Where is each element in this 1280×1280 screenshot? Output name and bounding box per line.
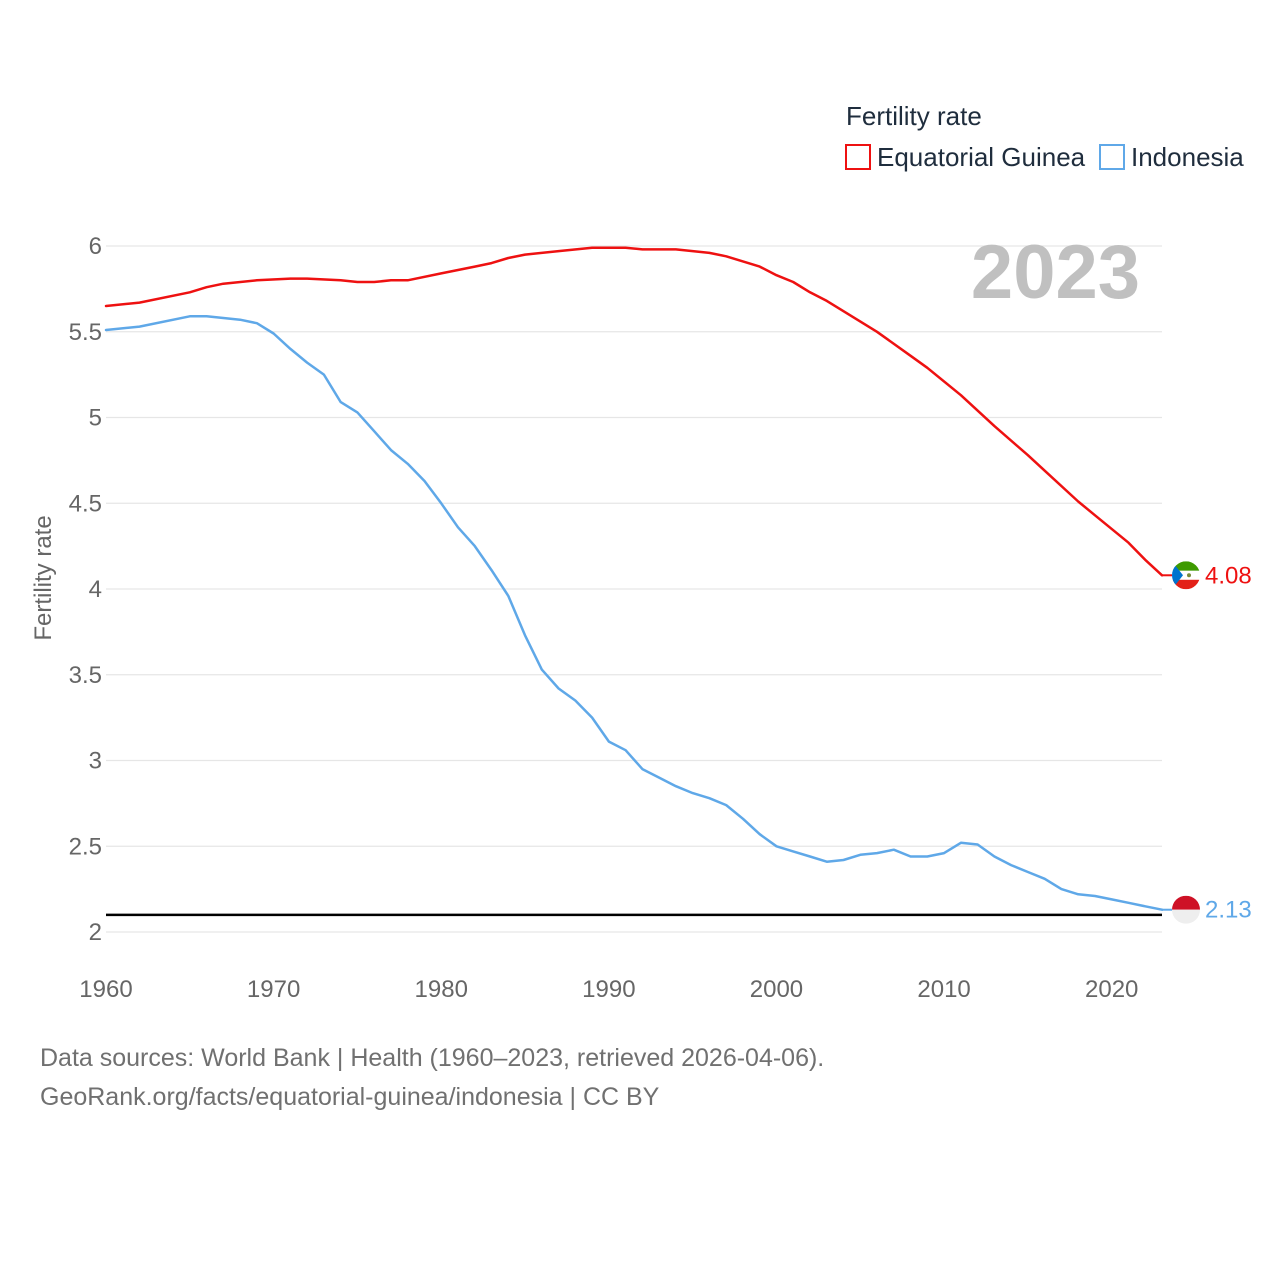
end-value-equatorial-guinea: 4.08 (1205, 562, 1252, 589)
y-tick-label: 2 (89, 919, 102, 946)
x-tick-label: 2020 (1085, 976, 1138, 1003)
y-tick-label: 2.5 (69, 833, 102, 860)
series-line-equatorial-guinea[interactable] (104, 246, 1164, 577)
x-axis-ticks: 1960 1970 1980 1990 2000 2010 2020 (79, 976, 1138, 1003)
legend-label-indonesia: Indonesia (1131, 142, 1244, 172)
y-tick-label: 5 (89, 405, 102, 432)
legend-item-indonesia[interactable]: Indonesia (1099, 142, 1244, 172)
legend: Fertility rate Equatorial Guinea Indones… (845, 101, 1244, 172)
x-tick-label: 1990 (582, 976, 635, 1003)
year-label: 2023 (971, 230, 1140, 315)
line-chart: Fertility rate Equatorial Guinea Indones… (30, 101, 1252, 1003)
y-tick-label: 4.5 (69, 490, 102, 517)
y-tick-label: 4 (89, 576, 102, 603)
legend-swatch-indonesia (1099, 144, 1125, 170)
y-tick-label: 3.5 (69, 662, 102, 689)
legend-label-equatorial-guinea: Equatorial Guinea (877, 142, 1086, 172)
y-tick-label: 6 (89, 233, 102, 260)
series-layer (104, 246, 1172, 911)
legend-swatch-equatorial-guinea (845, 144, 871, 170)
end-value-indonesia: 2.13 (1205, 897, 1252, 924)
y-axis-ticks: 2 2.5 3 3.5 4 4.5 5 5.5 6 (69, 233, 102, 946)
equatorial-guinea-flag-icon (1172, 561, 1200, 590)
y-tick-label: 5.5 (69, 319, 102, 346)
x-tick-label: 1980 (415, 976, 468, 1003)
legend-title: Fertility rate (846, 101, 982, 131)
x-tick-label: 2010 (917, 976, 970, 1003)
series-line-indonesia[interactable] (104, 315, 1164, 911)
y-tick-label: 3 (89, 748, 102, 775)
legend-item-equatorial-guinea[interactable]: Equatorial Guinea (845, 142, 1086, 172)
y-gridlines (106, 245, 1162, 933)
x-tick-label: 2000 (750, 976, 803, 1003)
x-tick-label: 1960 (79, 976, 132, 1003)
attribution-line[interactable]: GeoRank.org/facts/equatorial-guinea/indo… (40, 1083, 660, 1111)
indonesia-flag-icon (1172, 895, 1200, 924)
y-axis-label: Fertility rate (30, 515, 57, 640)
x-tick-label: 1970 (247, 976, 300, 1003)
source-line: Data sources: World Bank | Health (1960–… (40, 1044, 825, 1072)
